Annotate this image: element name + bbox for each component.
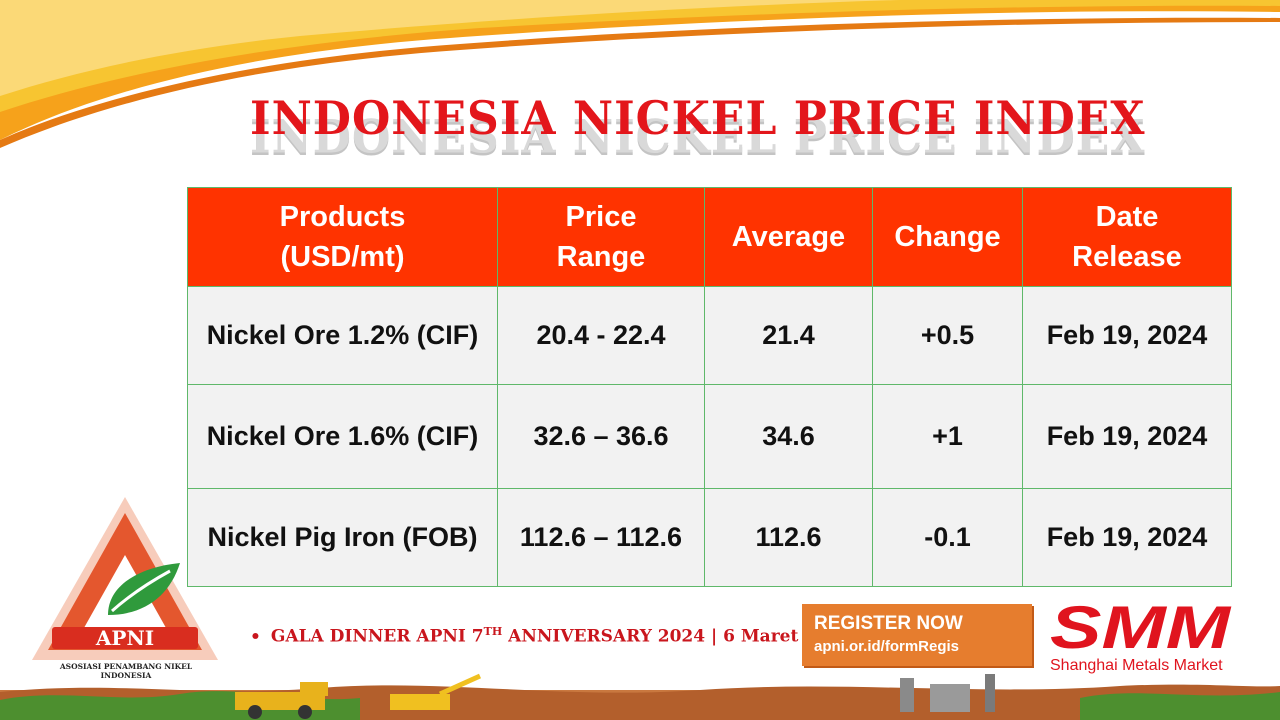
cell-price-range: 20.4 - 22.4 (497, 286, 705, 385)
cell-average: 21.4 (704, 286, 873, 385)
register-title: REGISTER NOW (814, 613, 963, 634)
apni-logo: APNI (32, 497, 218, 660)
gala-superscript: TH (483, 625, 503, 638)
table-row: Nickel Ore 1.6% (CIF) 32.6 – 36.6 34.6 +… (187, 384, 1232, 489)
price-table: Products (USD/mt) Price Range Average Chan… (187, 187, 1232, 587)
gala-text-a: GALA DINNER APNI 7 (270, 626, 484, 647)
mining-scene-illustration (0, 673, 1280, 720)
apni-logo-text: APNI (95, 626, 154, 650)
register-url-link[interactable]: apni.or.id/formRegis (814, 638, 960, 655)
cell-product: Nickel Ore 1.2% (CIF) (187, 286, 498, 385)
header-change: Change (872, 187, 1023, 287)
header-price-range: Price Range (497, 187, 705, 287)
smm-logo: SMM (1050, 598, 1232, 654)
header-products: Products (USD/mt) (187, 187, 498, 287)
cell-date-release: Feb 19, 2024 (1022, 384, 1232, 489)
header-label-line2: (USD/mt) (280, 241, 405, 273)
gala-text-b: ANNIVERSARY 2024 | 6 Maret 2024 (502, 626, 852, 647)
header-label-line1: Price (565, 201, 637, 233)
cell-change: -0.1 (872, 488, 1023, 587)
header-date-release: Date Release (1022, 187, 1232, 287)
cell-change: +1 (872, 384, 1023, 489)
cell-price-range: 32.6 – 36.6 (497, 384, 705, 489)
table-row: Nickel Ore 1.2% (CIF) 20.4 - 22.4 21.4 +… (187, 286, 1232, 385)
header-label-line2: Release (1072, 241, 1182, 273)
bullet-icon: • (250, 626, 261, 647)
apni-caption: ASOSIASI PENAMBANG NIKEL INDONESIA (59, 662, 193, 680)
header-label: Average (731, 221, 846, 253)
table-header-row: Products (USD/mt) Price Range Average Chan… (187, 187, 1232, 287)
table-row: Nickel Pig Iron (FOB) 112.6 – 112.6 112.… (187, 488, 1232, 587)
header-label: Change (894, 221, 1001, 253)
gala-dinner-announcement: • GALA DINNER APNI 7TH ANNIVERSARY 2024 |… (250, 625, 852, 647)
header-label-line1: Date (1095, 201, 1159, 233)
cell-date-release: Feb 19, 2024 (1022, 488, 1232, 587)
cell-average: 34.6 (704, 384, 873, 489)
cell-price-range: 112.6 – 112.6 (497, 488, 705, 587)
page-title: INDONESIA NICKEL PRICE INDEX (250, 91, 1146, 146)
cell-change: +0.5 (872, 286, 1023, 385)
cell-product: Nickel Pig Iron (FOB) (187, 488, 498, 587)
smm-logo-text: SMM (1050, 598, 1232, 654)
cell-product: Nickel Ore 1.6% (CIF) (187, 384, 498, 489)
header-average: Average (704, 187, 873, 287)
register-now-button[interactable]: REGISTER NOW apni.or.id/formRegis (802, 604, 1032, 666)
top-swoosh-banner (0, 0, 1280, 148)
cell-average: 112.6 (704, 488, 873, 587)
smm-subtitle: Shanghai Metals Market (1050, 657, 1223, 674)
header-label-line2: Range (556, 241, 646, 273)
header-label-line1: Products (279, 201, 406, 233)
cell-date-release: Feb 19, 2024 (1022, 286, 1232, 385)
